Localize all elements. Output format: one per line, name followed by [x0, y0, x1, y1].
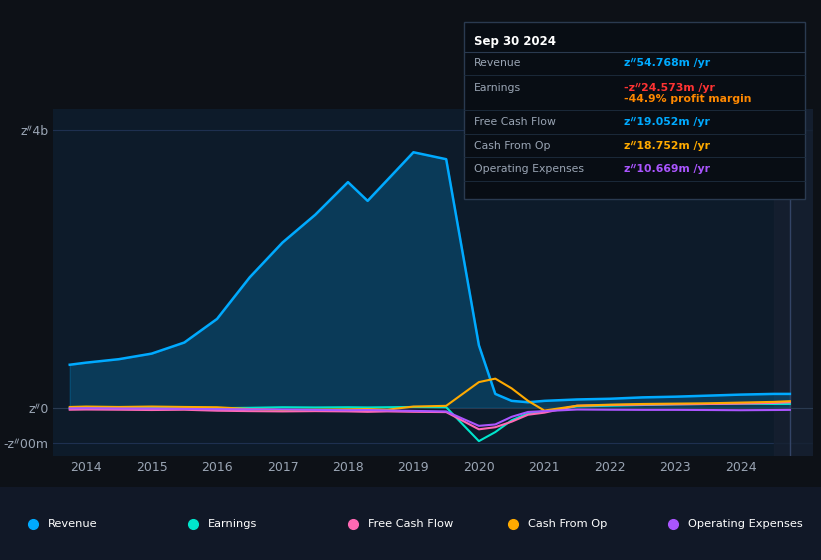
Text: Earnings: Earnings — [474, 83, 521, 93]
Text: zᐥ19.052m /yr: zᐥ19.052m /yr — [624, 117, 710, 127]
Text: Revenue: Revenue — [474, 58, 521, 68]
Text: Cash From Op: Cash From Op — [528, 519, 608, 529]
Text: Cash From Op: Cash From Op — [474, 141, 550, 151]
Text: -zᐥ24.573m /yr: -zᐥ24.573m /yr — [624, 83, 715, 94]
Text: zᐥ54.768m /yr: zᐥ54.768m /yr — [624, 58, 710, 68]
Text: Operating Expenses: Operating Expenses — [474, 164, 584, 174]
Text: -44.9% profit margin: -44.9% profit margin — [624, 95, 751, 104]
Text: Free Cash Flow: Free Cash Flow — [474, 117, 556, 127]
Bar — [773, 109, 813, 456]
Text: zᐥ18.752m /yr: zᐥ18.752m /yr — [624, 141, 710, 151]
Text: Free Cash Flow: Free Cash Flow — [368, 519, 453, 529]
Text: Operating Expenses: Operating Expenses — [688, 519, 803, 529]
Text: Sep 30 2024: Sep 30 2024 — [474, 35, 556, 48]
Text: zᐥ10.669m /yr: zᐥ10.669m /yr — [624, 164, 710, 174]
Text: Earnings: Earnings — [208, 519, 257, 529]
Text: Revenue: Revenue — [48, 519, 97, 529]
